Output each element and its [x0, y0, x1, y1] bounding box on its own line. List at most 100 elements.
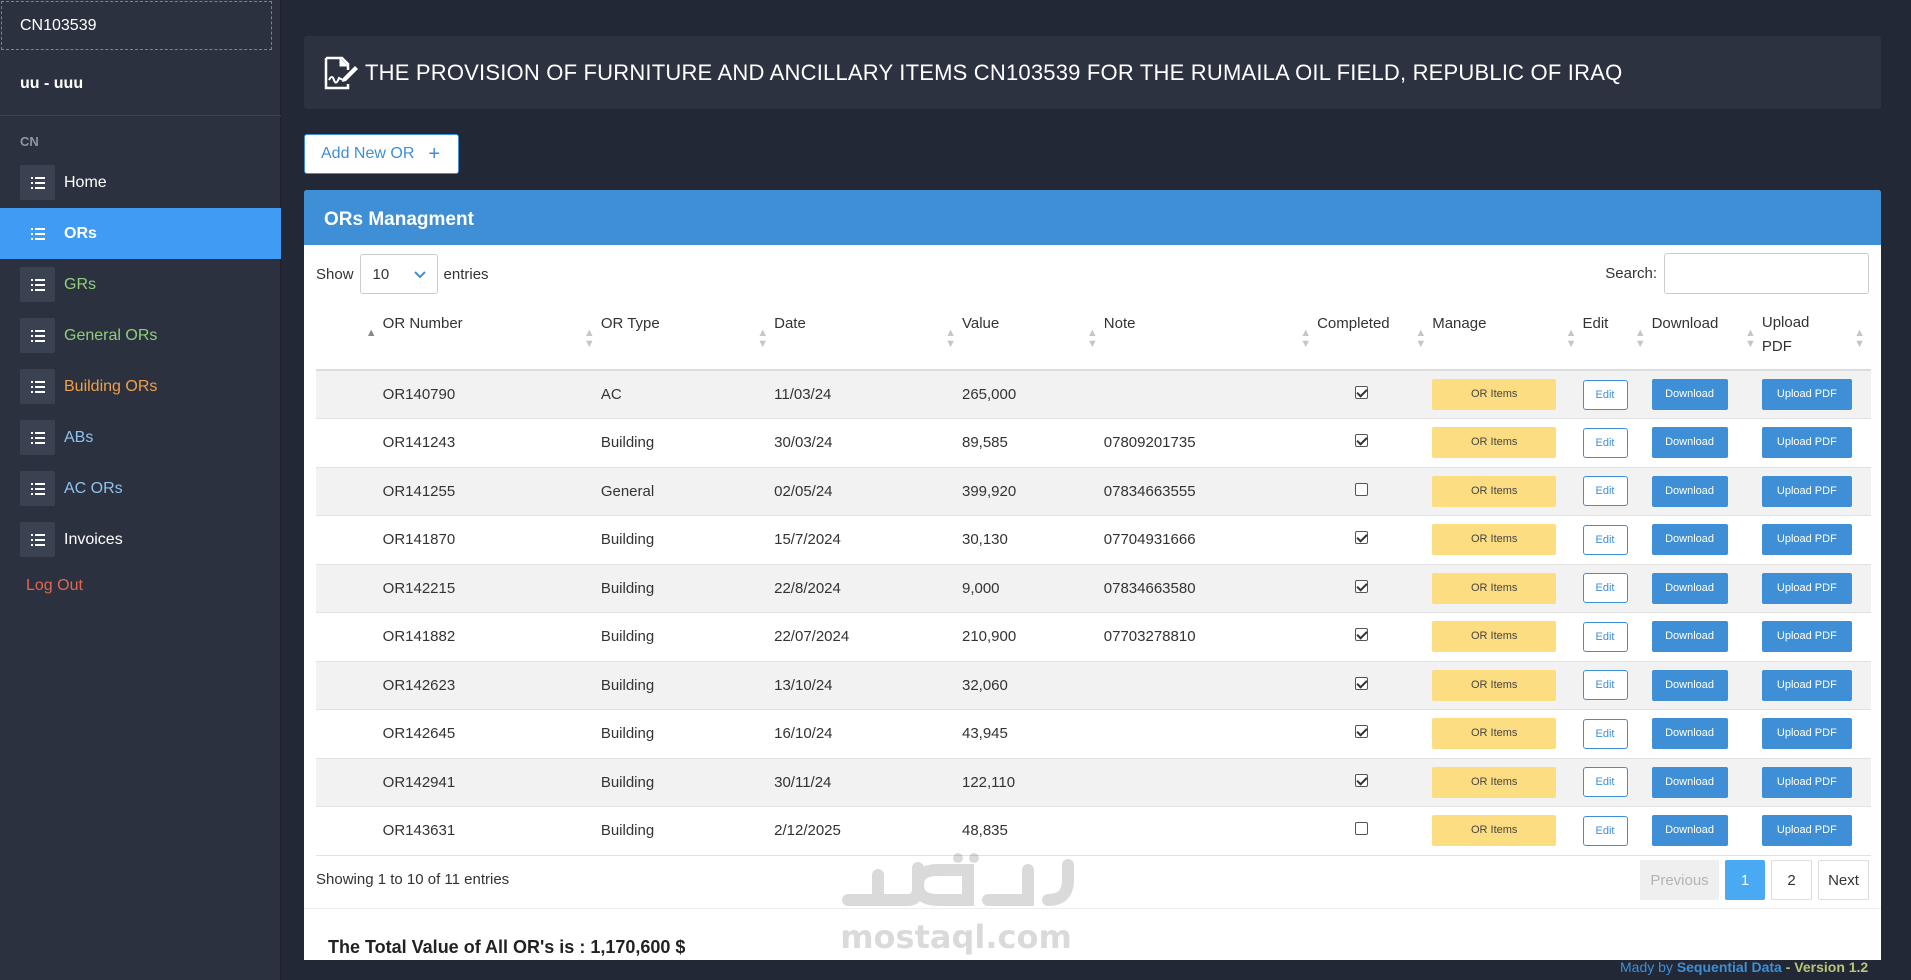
column-header-completed[interactable]: Completed ▲ ▼ — [1317, 301, 1433, 371]
or-number-cell: OR141870 — [382, 515, 601, 565]
download-button[interactable]: Download — [1651, 379, 1728, 410]
credit-version: - Version 1.2 — [1781, 959, 1869, 975]
download-button[interactable]: Download — [1651, 766, 1728, 798]
previous-page-button[interactable]: Previous — [1640, 860, 1719, 900]
completed-checkbox[interactable] — [1355, 773, 1369, 787]
completed-checkbox[interactable] — [1355, 822, 1369, 836]
or-items-button[interactable]: OR Items — [1432, 718, 1557, 750]
completed-checkbox[interactable] — [1355, 725, 1369, 739]
or-items-button[interactable]: OR Items — [1432, 621, 1557, 653]
download-button[interactable]: Download — [1651, 475, 1728, 507]
sidebar-item-ors[interactable]: ORs — [0, 208, 281, 259]
sidebar-item-building-ors[interactable]: Building ORs — [0, 361, 281, 412]
completed-checkbox[interactable] — [1355, 579, 1369, 593]
or-items-button[interactable]: OR Items — [1432, 766, 1557, 798]
completed-cell — [1317, 467, 1433, 516]
or-items-button[interactable]: OR Items — [1432, 524, 1557, 556]
logout-link[interactable]: Log Out — [26, 577, 83, 594]
upload-pdf-button[interactable]: Upload PDF — [1761, 572, 1852, 604]
note-cell — [1103, 370, 1318, 419]
sort-icon: ▲ ▼ — [1415, 327, 1427, 350]
completed-checkbox[interactable] — [1355, 628, 1369, 642]
brand-title[interactable]: CN103539 — [1, 1, 272, 50]
or-type-cell: Building — [600, 515, 775, 565]
column-header-date[interactable]: Date ▲ ▼ — [774, 301, 962, 371]
column-header-value[interactable]: Value ▲ ▼ — [961, 301, 1104, 371]
upload-pdf-button[interactable]: Upload PDF — [1761, 621, 1852, 653]
or-items-button[interactable]: OR Items — [1432, 379, 1557, 410]
credit-prefix: Mady by — [1620, 959, 1677, 975]
edit-button[interactable]: Edit — [1582, 524, 1628, 555]
column-header-edit[interactable]: Edit ▲ ▼ — [1582, 301, 1652, 371]
edit-button[interactable]: Edit — [1582, 718, 1628, 749]
column-header-or-type[interactable]: OR Type ▲ ▼ — [600, 301, 775, 371]
page-length-select[interactable]: 10 — [359, 254, 438, 294]
date-cell: 02/05/24 — [774, 467, 962, 516]
completed-checkbox[interactable] — [1355, 531, 1369, 545]
or-items-button[interactable]: OR Items — [1432, 669, 1557, 701]
manage-cell: OR Items — [1432, 418, 1583, 468]
completed-checkbox[interactable] — [1355, 434, 1369, 448]
sidebar-item-invoices[interactable]: Invoices — [0, 514, 281, 565]
upload-pdf-button[interactable]: Upload PDF — [1761, 718, 1852, 750]
page-header: THE PROVISION OF FURNITURE AND ANCILLARY… — [304, 36, 1881, 109]
completed-checkbox[interactable] — [1355, 482, 1369, 496]
next-page-button[interactable]: Next — [1818, 860, 1869, 900]
download-button[interactable]: Download — [1651, 427, 1728, 459]
column-header-upload-pdf[interactable]: Upload PDF ▲ ▼ — [1761, 301, 1871, 371]
or-number-cell: OR142645 — [382, 709, 601, 759]
or-items-button[interactable]: OR Items — [1432, 572, 1557, 604]
row-index-cell — [316, 758, 383, 807]
completed-checkbox[interactable] — [1355, 386, 1369, 399]
sidebar-item-grs[interactable]: GRs — [0, 259, 281, 310]
or-items-button[interactable]: OR Items — [1432, 475, 1557, 507]
column-header-or-number[interactable]: OR Number ▲ ▼ — [382, 301, 601, 371]
download-button[interactable]: Download — [1651, 815, 1728, 847]
sidebar-item-ac-ors[interactable]: AC ORs — [0, 463, 281, 514]
date-cell: 30/03/24 — [774, 418, 962, 468]
sidebar-item-abs[interactable]: ABs — [0, 412, 281, 463]
date-cell: 30/11/24 — [774, 758, 962, 807]
edit-button[interactable]: Edit — [1582, 476, 1628, 507]
completed-checkbox[interactable] — [1355, 676, 1369, 690]
sidebar-item-home[interactable]: Home — [0, 157, 281, 208]
credit-company[interactable]: Sequential Data — [1676, 959, 1782, 975]
upload-pdf-button[interactable]: Upload PDF — [1761, 475, 1852, 507]
edit-button[interactable]: Edit — [1582, 573, 1628, 604]
download-button[interactable]: Download — [1651, 621, 1728, 653]
column-header-note[interactable]: Note ▲ ▼ — [1103, 301, 1318, 371]
edit-cell: Edit — [1582, 564, 1652, 613]
upload-pdf-button[interactable]: Upload PDF — [1761, 669, 1852, 701]
edit-cell: Edit — [1582, 418, 1652, 468]
column-header-index[interactable]: ▲ — [316, 301, 383, 371]
column-header-download[interactable]: Download ▲ ▼ — [1651, 301, 1762, 371]
or-type-cell: AC — [600, 370, 775, 419]
edit-button[interactable]: Edit — [1582, 379, 1628, 410]
upload-cell: Upload PDF — [1761, 515, 1871, 565]
upload-pdf-button[interactable]: Upload PDF — [1761, 379, 1852, 410]
edit-button[interactable]: Edit — [1582, 815, 1628, 846]
value-cell: 32,060 — [961, 661, 1104, 710]
upload-pdf-button[interactable]: Upload PDF — [1761, 427, 1852, 459]
or-items-button[interactable]: OR Items — [1432, 815, 1557, 847]
search-input[interactable] — [1664, 253, 1869, 294]
download-button[interactable]: Download — [1651, 524, 1728, 556]
download-button[interactable]: Download — [1651, 669, 1728, 701]
upload-pdf-button[interactable]: Upload PDF — [1761, 766, 1852, 798]
edit-button[interactable]: Edit — [1582, 670, 1628, 701]
upload-cell: Upload PDF — [1761, 370, 1871, 419]
column-header-manage[interactable]: Manage ▲ ▼ — [1432, 301, 1583, 371]
download-button[interactable]: Download — [1651, 572, 1728, 604]
download-button[interactable]: Download — [1651, 718, 1728, 750]
or-number-cell: OR143631 — [382, 806, 601, 856]
sidebar-item-general-ors[interactable]: General ORs — [0, 310, 281, 361]
page-2-button[interactable]: 2 — [1771, 860, 1812, 900]
add-new-or-button[interactable]: Add New OR + — [304, 134, 459, 174]
or-items-button[interactable]: OR Items — [1432, 427, 1557, 459]
edit-button[interactable]: Edit — [1582, 427, 1628, 458]
edit-button[interactable]: Edit — [1582, 621, 1628, 652]
page-1-button[interactable]: 1 — [1725, 860, 1765, 900]
edit-button[interactable]: Edit — [1582, 767, 1628, 798]
upload-pdf-button[interactable]: Upload PDF — [1761, 524, 1852, 556]
upload-pdf-button[interactable]: Upload PDF — [1761, 815, 1852, 847]
